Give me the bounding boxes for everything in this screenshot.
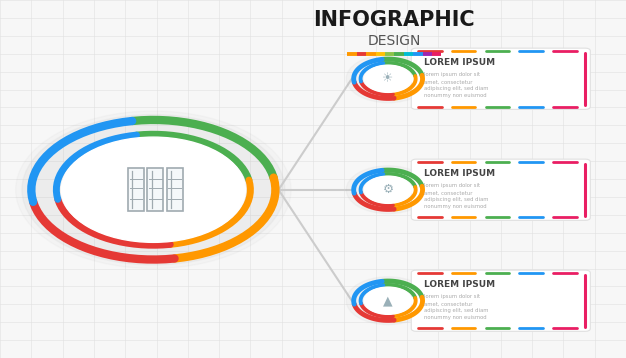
Text: ⚙: ⚙: [382, 183, 394, 196]
Text: lorem ipsum dolor sit
amet, consectetur
adipiscing elit, sed diam
nonummy non eu: lorem ipsum dolor sit amet, consectetur …: [424, 183, 488, 209]
FancyBboxPatch shape: [147, 168, 163, 211]
Text: ☀: ☀: [382, 72, 394, 85]
FancyBboxPatch shape: [411, 270, 590, 332]
FancyBboxPatch shape: [167, 168, 183, 211]
Circle shape: [364, 287, 412, 314]
Circle shape: [16, 111, 291, 268]
Text: LOREM IPSUM: LOREM IPSUM: [424, 58, 495, 67]
FancyBboxPatch shape: [411, 159, 590, 221]
FancyBboxPatch shape: [128, 168, 144, 211]
Circle shape: [61, 137, 245, 242]
Circle shape: [364, 176, 412, 203]
Text: LOREM IPSUM: LOREM IPSUM: [424, 280, 495, 289]
Text: DESIGN: DESIGN: [367, 34, 421, 48]
Text: lorem ipsum dolor sit
amet, consectetur
adipiscing elit, sed diam
nonummy non eu: lorem ipsum dolor sit amet, consectetur …: [424, 72, 488, 98]
Text: ▲: ▲: [383, 294, 393, 307]
Circle shape: [364, 65, 412, 92]
Text: lorem ipsum dolor sit
amet, consectetur
adipiscing elit, sed diam
nonummy non eu: lorem ipsum dolor sit amet, consectetur …: [424, 294, 488, 320]
Circle shape: [346, 166, 430, 214]
Text: LOREM IPSUM: LOREM IPSUM: [424, 169, 495, 178]
FancyBboxPatch shape: [411, 48, 590, 110]
Circle shape: [22, 115, 285, 265]
Text: INFOGRAPHIC: INFOGRAPHIC: [314, 10, 475, 30]
Circle shape: [346, 277, 430, 325]
Circle shape: [346, 55, 430, 103]
